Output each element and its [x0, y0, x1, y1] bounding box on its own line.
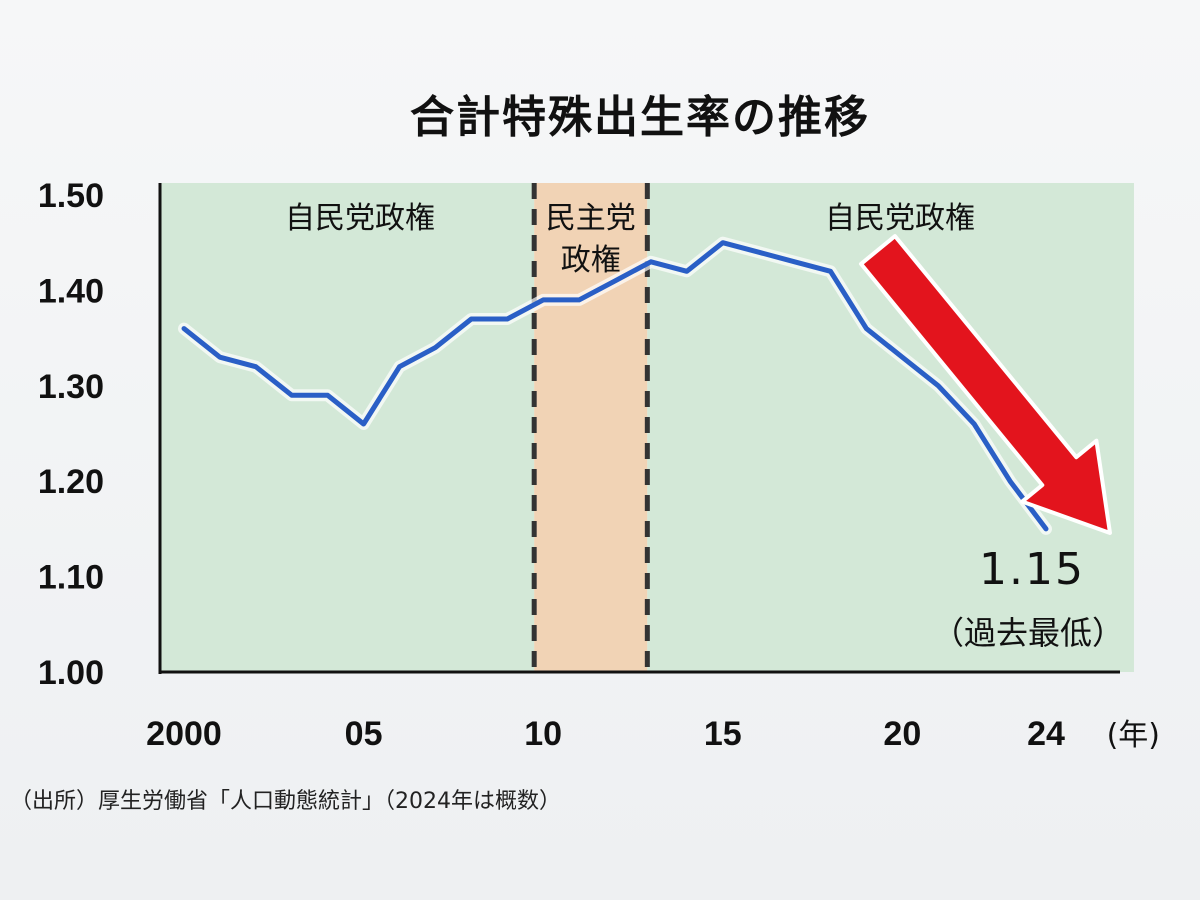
- decline-arrow: [859, 234, 1112, 535]
- period-label-2-0: 自民党政権: [825, 201, 975, 236]
- source-note: （出所）厚生労働省「人口動態統計」（2024年は概数）: [10, 789, 561, 814]
- x-tick-label-2: 10: [524, 715, 562, 753]
- x-tick-label-4: 20: [883, 715, 921, 753]
- series-group: [178, 236, 1052, 535]
- decline-arrow-shape: [859, 234, 1112, 535]
- period-label-1-0: 民主党: [546, 201, 636, 236]
- series-line-0: [181, 240, 1049, 532]
- y-tick-labels: 1.00 1.10 1.20 1.30 1.40 1.50: [38, 177, 104, 692]
- period-band-1: [534, 183, 648, 672]
- period-band-0: [160, 183, 535, 672]
- x-tick-label-1: 05: [345, 715, 383, 753]
- y-tick-label-5: 1.50: [38, 177, 104, 215]
- annotation-value: 1.15: [979, 544, 1085, 595]
- y-tick-label-1: 1.10: [38, 559, 104, 597]
- annotation-note: （過去最低）: [932, 614, 1124, 652]
- period-label-1-1: 政権: [561, 243, 621, 278]
- y-tick-label-2: 1.20: [38, 463, 104, 501]
- y-tick-label-3: 1.30: [38, 368, 104, 406]
- x-tick-label-5: 24: [1027, 715, 1065, 753]
- y-tick-label-0: 1.00: [38, 654, 104, 692]
- x-unit-label: (年): [1107, 718, 1160, 753]
- x-tick-labels: 2000 05 10 15 20 24: [146, 715, 1065, 753]
- chart-title: 合計特殊出生率の推移: [410, 92, 870, 143]
- period-label-0-0: 自民党政権: [285, 201, 435, 236]
- y-tick-label-4: 1.40: [38, 272, 104, 310]
- axes: [158, 183, 1120, 674]
- x-tick-label-0: 2000: [146, 715, 222, 753]
- x-tick-label-3: 15: [704, 715, 742, 753]
